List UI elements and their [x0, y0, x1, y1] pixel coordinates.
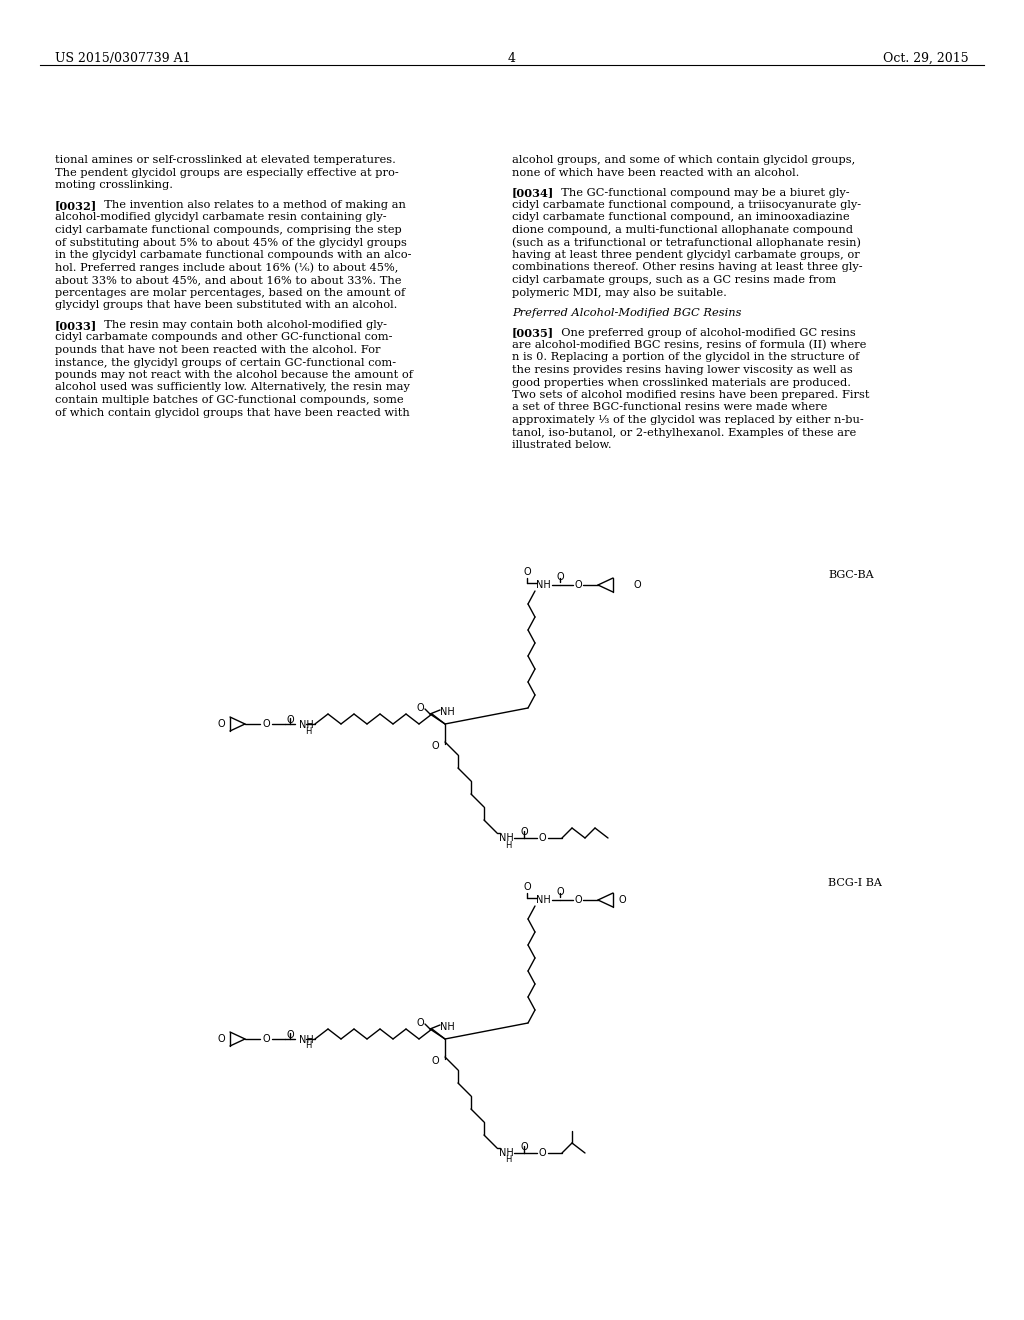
- Text: are alcohol-modified BGC resins, resins of formula (II) where: are alcohol-modified BGC resins, resins …: [512, 341, 866, 350]
- Text: good properties when crosslinked materials are produced.: good properties when crosslinked materia…: [512, 378, 851, 388]
- Text: O: O: [262, 1034, 269, 1044]
- Text: cidyl carbamate groups, such as a GC resins made from: cidyl carbamate groups, such as a GC res…: [512, 275, 837, 285]
- Text: none of which have been reacted with an alcohol.: none of which have been reacted with an …: [512, 168, 800, 177]
- Text: O: O: [286, 1030, 294, 1040]
- Text: [0035]: [0035]: [512, 327, 554, 338]
- Text: O: O: [523, 568, 530, 577]
- Text: NH: NH: [499, 1148, 513, 1158]
- Text: O: O: [520, 1142, 527, 1152]
- Text: O: O: [286, 715, 294, 725]
- Text: O: O: [574, 895, 582, 906]
- Text: Two sets of alcohol modified resins have been prepared. First: Two sets of alcohol modified resins have…: [512, 389, 869, 400]
- Text: percentages are molar percentages, based on the amount of: percentages are molar percentages, based…: [55, 288, 406, 297]
- Text: having at least three pendent glycidyl carbamate groups, or: having at least three pendent glycidyl c…: [512, 249, 860, 260]
- Text: O: O: [431, 1056, 439, 1067]
- Text: of which contain glycidol groups that have been reacted with: of which contain glycidol groups that ha…: [55, 408, 410, 417]
- Text: cidyl carbamate functional compound, a triisocyanurate gly-: cidyl carbamate functional compound, a t…: [512, 201, 861, 210]
- Text: O: O: [539, 833, 546, 843]
- Text: alcohol groups, and some of which contain glycidol groups,: alcohol groups, and some of which contai…: [512, 154, 855, 165]
- Text: tanol, iso-butanol, or 2-ethylhexanol. Examples of these are: tanol, iso-butanol, or 2-ethylhexanol. E…: [512, 428, 856, 437]
- Text: NH: NH: [536, 895, 550, 906]
- Text: illustrated below.: illustrated below.: [512, 440, 611, 450]
- Text: of substituting about 5% to about 45% of the glycidyl groups: of substituting about 5% to about 45% of…: [55, 238, 407, 248]
- Text: tional amines or self-crosslinked at elevated temperatures.: tional amines or self-crosslinked at ele…: [55, 154, 396, 165]
- Text: O: O: [574, 579, 582, 590]
- Text: 4: 4: [508, 51, 516, 65]
- Text: O: O: [262, 719, 269, 729]
- Text: alcohol used was sufficiently low. Alternatively, the resin may: alcohol used was sufficiently low. Alter…: [55, 383, 410, 392]
- Text: One preferred group of alcohol-modified GC resins: One preferred group of alcohol-modified …: [554, 327, 856, 338]
- Text: O: O: [618, 895, 626, 906]
- Text: H: H: [505, 841, 511, 850]
- Text: NH: NH: [299, 719, 313, 730]
- Text: O: O: [431, 741, 439, 751]
- Text: n is 0. Replacing a portion of the glycidol in the structure of: n is 0. Replacing a portion of the glyci…: [512, 352, 859, 363]
- Text: NH: NH: [499, 833, 513, 843]
- Text: NH: NH: [439, 1022, 455, 1032]
- Text: O: O: [539, 1148, 546, 1158]
- Text: The pendent glycidol groups are especially effective at pro-: The pendent glycidol groups are especial…: [55, 168, 398, 177]
- Text: O: O: [416, 1018, 424, 1028]
- Text: NH: NH: [439, 708, 455, 717]
- Text: [0034]: [0034]: [512, 187, 554, 198]
- Text: combinations thereof. Other resins having at least three gly-: combinations thereof. Other resins havin…: [512, 263, 862, 272]
- Text: NH: NH: [299, 1035, 313, 1045]
- Text: about 33% to about 45%, and about 16% to about 33%. The: about 33% to about 45%, and about 16% to…: [55, 275, 401, 285]
- Text: NH: NH: [536, 579, 550, 590]
- Text: hol. Preferred ranges include about 16% (⅙) to about 45%,: hol. Preferred ranges include about 16% …: [55, 263, 398, 273]
- Text: instance, the glycidyl groups of certain GC-functional com-: instance, the glycidyl groups of certain…: [55, 358, 396, 367]
- Text: the resins provides resins having lower viscosity as well as: the resins provides resins having lower …: [512, 366, 853, 375]
- Text: cidyl carbamate functional compound, an iminooxadiazine: cidyl carbamate functional compound, an …: [512, 213, 850, 223]
- Text: a set of three BGC-functional resins were made where: a set of three BGC-functional resins wer…: [512, 403, 827, 412]
- Text: The invention also relates to a method of making an: The invention also relates to a method o…: [97, 201, 406, 210]
- Text: alcohol-modified glycidyl carbamate resin containing gly-: alcohol-modified glycidyl carbamate resi…: [55, 213, 387, 223]
- Text: O: O: [556, 572, 564, 582]
- Text: [0033]: [0033]: [55, 319, 97, 331]
- Text: contain multiple batches of GC-functional compounds, some: contain multiple batches of GC-functiona…: [55, 395, 403, 405]
- Text: BCG-I BA: BCG-I BA: [828, 878, 882, 888]
- Text: O: O: [556, 887, 564, 898]
- Text: H: H: [505, 1155, 511, 1164]
- Text: pounds that have not been reacted with the alcohol. For: pounds that have not been reacted with t…: [55, 345, 381, 355]
- Text: in the glycidyl carbamate functional compounds with an alco-: in the glycidyl carbamate functional com…: [55, 249, 412, 260]
- Text: moting crosslinking.: moting crosslinking.: [55, 180, 173, 190]
- Text: [0032]: [0032]: [55, 201, 97, 211]
- Text: dione compound, a multi-functional allophanate compound: dione compound, a multi-functional allop…: [512, 224, 853, 235]
- Text: The GC-functional compound may be a biuret gly-: The GC-functional compound may be a biur…: [554, 187, 850, 198]
- Text: O: O: [523, 882, 530, 892]
- Text: H: H: [305, 1041, 311, 1051]
- Text: Preferred Alcohol-Modified BGC Resins: Preferred Alcohol-Modified BGC Resins: [512, 308, 741, 318]
- Text: O: O: [217, 1034, 225, 1044]
- Text: O: O: [633, 579, 641, 590]
- Text: approximately ⅓ of the glycidol was replaced by either n-bu-: approximately ⅓ of the glycidol was repl…: [512, 414, 864, 425]
- Text: cidyl carbamate functional compounds, comprising the step: cidyl carbamate functional compounds, co…: [55, 224, 401, 235]
- Text: O: O: [416, 704, 424, 713]
- Text: O: O: [217, 719, 225, 729]
- Text: BGC-BA: BGC-BA: [828, 570, 873, 579]
- Text: cidyl carbamate compounds and other GC-functional com-: cidyl carbamate compounds and other GC-f…: [55, 333, 392, 342]
- Text: The resin may contain both alcohol-modified gly-: The resin may contain both alcohol-modif…: [97, 319, 387, 330]
- Text: pounds may not react with the alcohol because the amount of: pounds may not react with the alcohol be…: [55, 370, 413, 380]
- Text: glycidyl groups that have been substituted with an alcohol.: glycidyl groups that have been substitut…: [55, 300, 397, 310]
- Text: (such as a trifunctional or tetrafunctional allophanate resin): (such as a trifunctional or tetrafunctio…: [512, 238, 861, 248]
- Text: H: H: [305, 726, 311, 735]
- Text: Oct. 29, 2015: Oct. 29, 2015: [884, 51, 969, 65]
- Text: O: O: [520, 828, 527, 837]
- Text: polymeric MDI, may also be suitable.: polymeric MDI, may also be suitable.: [512, 288, 727, 297]
- Text: US 2015/0307739 A1: US 2015/0307739 A1: [55, 51, 190, 65]
